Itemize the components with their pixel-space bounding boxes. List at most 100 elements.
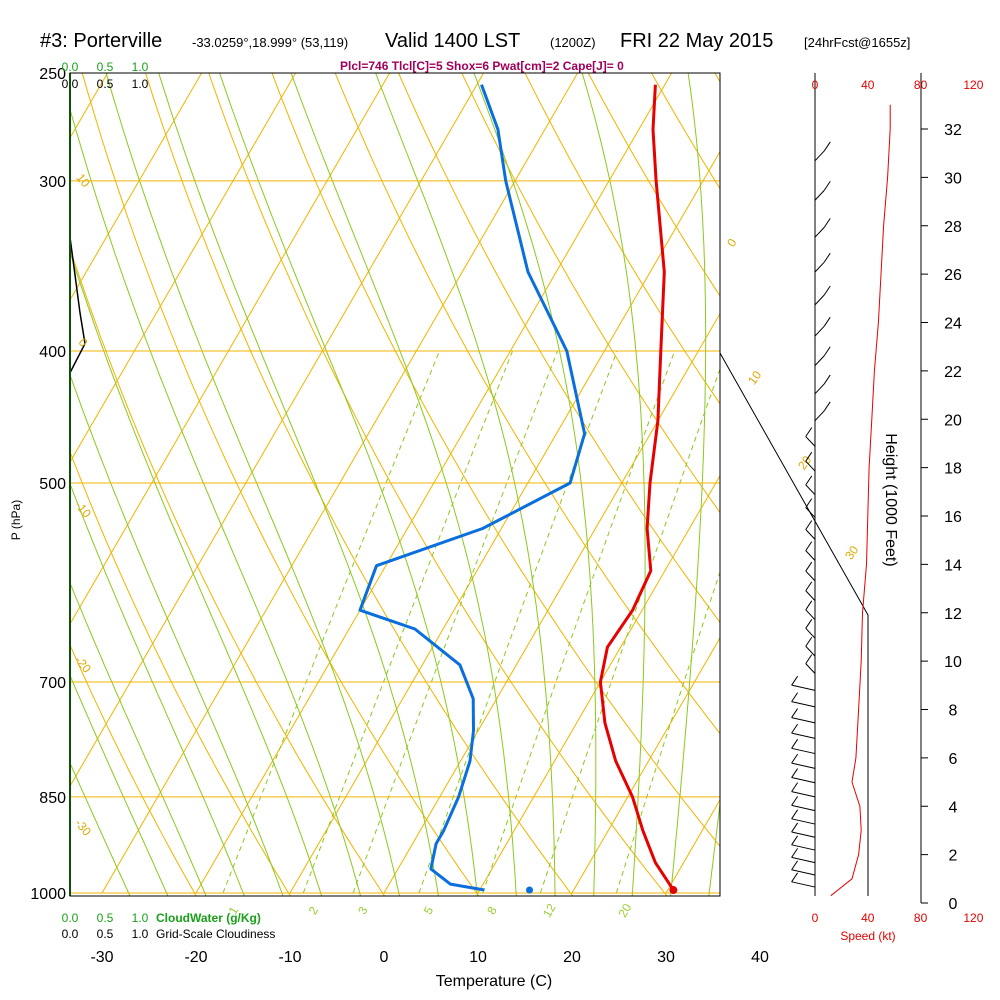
wind-barb — [791, 747, 816, 755]
moist-adiabat-line — [158, 73, 439, 896]
wind-barb — [814, 383, 825, 395]
wind-barb — [805, 627, 816, 639]
speed-tick-label-top: 80 — [914, 78, 928, 92]
wind-barb — [805, 550, 816, 561]
dry-adiabat-line — [81, 73, 480, 896]
wind-barb — [805, 663, 816, 674]
moist-adiabat-line — [70, 107, 362, 896]
moist-adiabat-line — [219, 73, 478, 896]
cloud-water-tick-top: 1.0 — [132, 60, 149, 74]
mixing-ratio-label: 2 — [306, 904, 322, 917]
wind-barb — [814, 190, 825, 201]
wind-barb-flag — [805, 541, 813, 551]
dry-adiabat-line — [587, 73, 720, 297]
wind-barb — [791, 856, 816, 864]
wind-barb — [805, 529, 816, 540]
temperature-tick-label: 20 — [563, 949, 581, 966]
temperature-tick-label: -30 — [90, 949, 113, 966]
wind-barb — [805, 484, 816, 496]
wind-barb-flag — [791, 723, 799, 734]
wind-barb-flag — [791, 739, 799, 749]
height-axis-label: Height (1000 Feet) — [882, 433, 899, 566]
pressure-tick-label: 500 — [39, 476, 66, 493]
wind-barb — [791, 844, 816, 851]
moist-adiabat-label: 0 — [724, 236, 739, 250]
cloudiness-tick-top: 0.5 — [97, 77, 114, 91]
dry-adiabat-label: -10 — [72, 498, 94, 521]
plot-frame — [69, 72, 721, 897]
wind-barb-flag — [791, 848, 799, 858]
chart-header: #3: Porterville -33.0259°,18.999° (53,11… — [0, 0, 1000, 60]
wind-barb — [814, 294, 825, 306]
isotherm-line — [0, 73, 14, 893]
height-tick-label: 10 — [944, 654, 962, 671]
wind-barb-flag — [823, 346, 831, 357]
cloudiness-profile-line — [70, 237, 86, 374]
wind-barb-flag — [805, 451, 813, 462]
dry-adiabat-line — [208, 73, 668, 896]
station-title: #3: Porterville — [40, 30, 163, 52]
surface-temperature-point — [669, 886, 678, 895]
wind-barb-flag — [805, 636, 813, 647]
height-tick-label: 26 — [944, 267, 962, 284]
height-tick-label: 16 — [944, 509, 962, 526]
height-tick-label: 20 — [944, 412, 962, 429]
wind-barb-flag — [823, 141, 831, 152]
mixing-ratio-label: 5 — [421, 904, 437, 917]
height-tick-label: 24 — [944, 316, 962, 333]
temperature-profile-line — [598, 84, 675, 891]
wind-barb-flag — [823, 181, 831, 191]
wind-barb — [814, 261, 825, 273]
isotherm-line — [854, 73, 1000, 893]
speed-tick-label-top: 120 — [963, 78, 983, 92]
wind-barb-flag — [823, 252, 831, 263]
cloud-water-label: CloudWater (g/Kg) — [156, 911, 261, 925]
wind-barbs — [791, 141, 831, 888]
temperature-tick-label: 40 — [751, 949, 769, 966]
moist-adiabat-label: 30 — [842, 543, 861, 562]
wind-barb — [814, 325, 825, 337]
height-tick-label: 0 — [949, 896, 958, 913]
height-tick-label: 22 — [944, 364, 962, 381]
wind-barb-flag — [791, 872, 799, 883]
moist-adiabat-line — [70, 581, 207, 896]
height-tick-label: 6 — [949, 751, 958, 768]
wind-barb-flag — [805, 654, 813, 664]
pressure-tick-label: 400 — [39, 344, 66, 361]
wind-barb — [805, 590, 816, 601]
wind-barb — [791, 732, 816, 739]
wind-barb-flag — [791, 809, 799, 820]
zulu-time: (1200Z) — [550, 35, 596, 50]
wind-barb-flag — [823, 374, 831, 385]
moist-adiabat-line — [581, 73, 646, 896]
mixing-ratio-label: 12 — [540, 901, 559, 920]
cloudiness-label: Grid-Scale Cloudiness — [156, 927, 275, 941]
wind-barb — [814, 410, 825, 422]
speed-tick-label-bottom: 80 — [914, 911, 928, 925]
forecast-date: FRI 22 May 2015 — [620, 30, 774, 52]
wind-barb-flag — [791, 708, 799, 718]
pressure-tick-label: 250 — [39, 66, 66, 83]
moist-adiabat-line — [70, 674, 169, 896]
wind-barb — [814, 227, 825, 238]
moist-adiabat-line — [105, 73, 401, 896]
cloudiness-tick-top: 0.0 — [62, 77, 79, 91]
speed-tick-label-top: 40 — [861, 78, 875, 92]
wind-barb — [814, 150, 825, 162]
mixing-ratio-line — [418, 350, 618, 894]
moist-adiabat-line — [70, 373, 284, 896]
speed-tick-label-top: 0 — [812, 78, 819, 92]
height-tick-label: 4 — [949, 799, 958, 816]
dry-adiabat-label: 10 — [73, 171, 93, 190]
wind-barb-flag — [791, 768, 799, 778]
speed-tick-label-bottom: 40 — [861, 911, 875, 925]
dry-adiabat-line — [763, 49, 1000, 922]
wind-barb — [805, 570, 816, 582]
wind-barb — [791, 717, 816, 724]
moist-adiabat-line — [290, 73, 517, 896]
cloudiness-tick-top: 1.0 — [132, 77, 149, 91]
station-coords: -33.0259°,18.999° (53,119) — [192, 35, 349, 50]
cloudiness-tick-bottom: 0.0 — [62, 927, 79, 941]
height-tick-label: 18 — [944, 461, 962, 478]
wind-barb-flag — [823, 316, 831, 327]
